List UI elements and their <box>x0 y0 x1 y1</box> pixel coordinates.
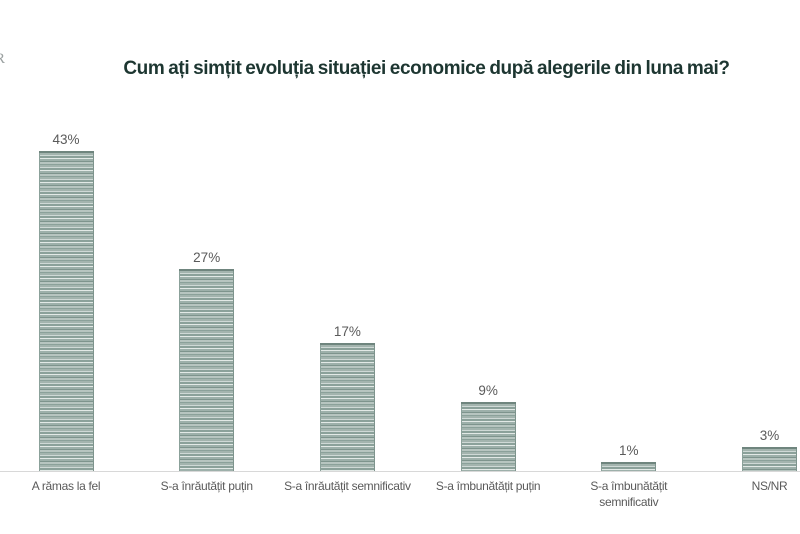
bar-group: 3% NS/NR <box>695 0 800 534</box>
category-label: S-a înrăutățit semnificativ <box>284 479 411 493</box>
category-label: A rămas la fel <box>31 479 101 493</box>
bar <box>742 446 797 471</box>
bar <box>601 461 657 471</box>
category-label: S-a îmbunătățit puțin <box>435 479 541 493</box>
category-label: NS/NR <box>751 479 788 493</box>
bar-value-label: 1% <box>619 442 639 458</box>
bar-group: 27% S-a înrăutățit puțin <box>132 0 282 534</box>
x-axis-line <box>0 471 800 472</box>
bar <box>460 402 516 471</box>
chart-title: Cum ați simțit evoluția situației econom… <box>123 58 730 79</box>
watermark-letter: R <box>0 51 6 67</box>
bar <box>179 269 235 471</box>
bar-value-label: 43% <box>52 131 80 147</box>
bar-group: 17% S-a înrăutățit semnificativ <box>272 0 422 534</box>
bar-group: 9% S-a îmbunătățit puțin <box>413 0 563 534</box>
bar-value-label: 3% <box>759 427 780 443</box>
category-label: S-a înrăutățit puțin <box>160 479 253 493</box>
category-label: S-a îmbunătățit semnificativ <box>590 479 668 510</box>
bar-value-label: 17% <box>333 324 361 340</box>
bar-group: 43% A rămas la fel <box>0 0 141 534</box>
bar-value-label: 9% <box>478 383 498 399</box>
bar-value-label: 27% <box>193 250 221 266</box>
bar-group: 1% S-a îmbunătățit semnificativ <box>554 0 704 534</box>
bar <box>38 150 94 471</box>
bar <box>319 343 375 471</box>
